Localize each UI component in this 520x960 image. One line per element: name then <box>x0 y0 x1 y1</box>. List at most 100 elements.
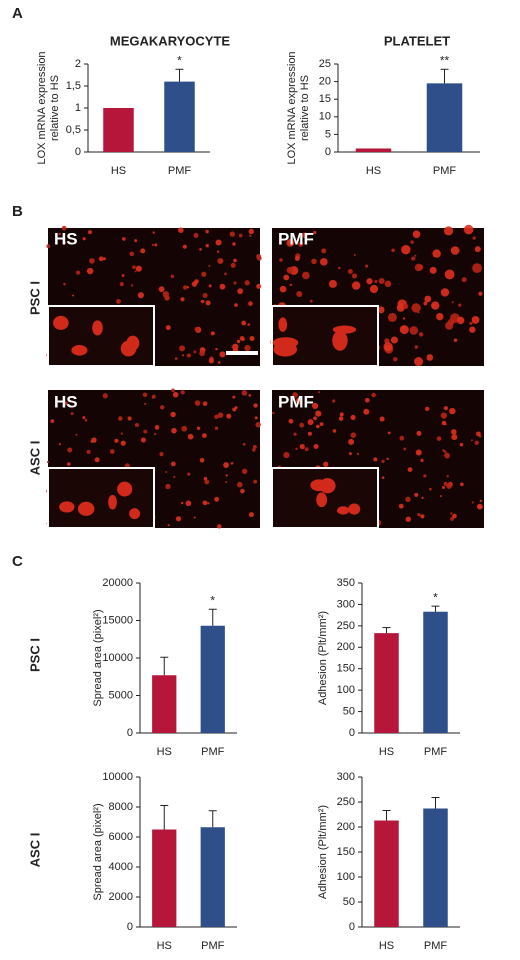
cell <box>248 301 253 306</box>
y-tick-label: 4000 <box>109 861 133 873</box>
cell <box>210 331 215 336</box>
cell <box>217 524 222 529</box>
cell <box>153 432 157 436</box>
cell <box>182 244 187 249</box>
cell <box>416 430 422 436</box>
panel-label: B <box>12 203 23 220</box>
cell <box>459 442 464 447</box>
cell <box>129 251 135 257</box>
cell <box>108 494 117 510</box>
y-axis-label: relative to HS <box>299 75 311 141</box>
cell <box>316 492 328 508</box>
cell <box>421 496 424 500</box>
cell <box>165 471 168 474</box>
cell <box>398 503 404 509</box>
bar <box>200 827 225 927</box>
cell <box>480 506 483 509</box>
cell <box>295 447 298 450</box>
cell <box>304 447 309 452</box>
cell <box>234 303 238 307</box>
cell <box>217 361 221 364</box>
cell <box>443 226 454 236</box>
cell <box>411 303 421 313</box>
cell <box>424 295 432 303</box>
y-tick-label: 5 <box>325 128 331 140</box>
y-tick-label: 50 <box>343 896 355 908</box>
cell <box>203 476 208 481</box>
cell <box>348 503 361 515</box>
cell <box>451 429 457 435</box>
cell <box>180 297 185 302</box>
cell <box>162 291 170 298</box>
cell <box>109 449 115 454</box>
cell <box>365 397 370 403</box>
cell <box>295 397 303 404</box>
cell <box>387 431 391 435</box>
cell <box>337 266 341 270</box>
cell <box>315 410 322 417</box>
cell <box>313 443 319 449</box>
bar <box>426 83 463 152</box>
cell <box>289 283 293 287</box>
y-tick-label: 100 <box>337 871 355 883</box>
cell <box>204 479 210 485</box>
y-tick-label: 8000 <box>109 801 133 813</box>
y-tick-label: 350 <box>337 577 355 589</box>
cell <box>202 293 208 299</box>
cell <box>450 246 460 255</box>
cell <box>73 234 76 237</box>
cell <box>299 443 305 450</box>
cell <box>428 487 432 491</box>
bar <box>423 808 448 927</box>
cell <box>379 416 385 422</box>
cell <box>180 390 185 395</box>
cell <box>307 431 312 436</box>
cell <box>240 488 245 494</box>
cell <box>446 483 453 489</box>
cell <box>193 232 199 238</box>
cell <box>196 426 201 430</box>
cell <box>214 426 219 431</box>
cell <box>479 499 483 503</box>
cell <box>278 317 288 332</box>
cell <box>248 512 254 518</box>
cell <box>237 288 244 295</box>
cell <box>273 342 298 357</box>
cell <box>412 230 421 239</box>
cell <box>215 347 218 351</box>
cell <box>439 495 443 498</box>
cell <box>336 506 350 515</box>
cell <box>91 437 97 443</box>
cell <box>391 248 395 253</box>
cell <box>348 452 352 456</box>
cell <box>127 416 132 421</box>
cell <box>371 392 376 398</box>
cell <box>117 416 123 421</box>
y-tick-label: 2000 <box>109 891 133 903</box>
y-tick-label: 6000 <box>109 831 133 843</box>
cell <box>248 394 252 397</box>
y-axis-label: Adhesion (Plt/mm²) <box>317 611 329 705</box>
error-bar <box>160 656 169 676</box>
error-bar <box>208 810 217 828</box>
bar <box>103 108 134 152</box>
cell <box>332 399 336 403</box>
cell <box>402 303 409 310</box>
cell <box>173 475 176 479</box>
cell <box>288 418 294 424</box>
cell <box>137 292 144 299</box>
chart-title: MEGAKARYOCYTE <box>110 33 230 48</box>
cell <box>440 288 450 297</box>
cell <box>405 516 411 522</box>
cell <box>202 401 208 406</box>
cell <box>449 407 456 415</box>
bar <box>374 633 399 733</box>
cell <box>471 501 474 504</box>
micrographs <box>46 224 484 529</box>
cell <box>182 354 185 357</box>
cell <box>418 332 424 337</box>
cell <box>348 438 355 445</box>
cell <box>194 400 201 406</box>
cell <box>469 321 473 326</box>
cell <box>82 237 86 241</box>
